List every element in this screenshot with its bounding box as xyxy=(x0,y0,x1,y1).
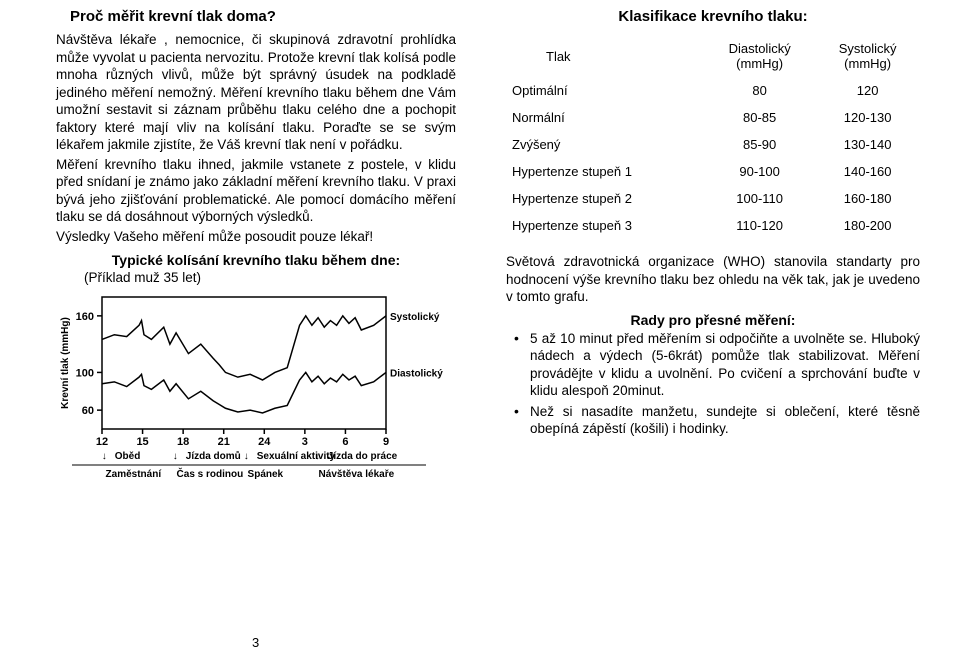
tip-item: Než si nasadíte manžetu, sundejte si obl… xyxy=(530,403,920,438)
svg-text:18: 18 xyxy=(177,436,189,448)
svg-text:60: 60 xyxy=(82,405,94,417)
systolic-cell: 120 xyxy=(815,77,920,104)
svg-text:Oběd: Oběd xyxy=(115,451,141,462)
svg-text:3: 3 xyxy=(302,436,308,448)
category-cell: Zvýšený xyxy=(506,131,704,158)
diastolic-cell: 110-120 xyxy=(704,212,815,239)
category-cell: Optimální xyxy=(506,77,704,104)
left-para-2: Měření krevního tlaku ihned, jakmile vst… xyxy=(56,156,456,226)
svg-text:9: 9 xyxy=(383,436,389,448)
svg-text:Sexuální aktivity: Sexuální aktivity xyxy=(257,451,336,462)
svg-text:21: 21 xyxy=(218,436,230,448)
table-row: Hypertenze stupeň 3110-120180-200 xyxy=(506,212,920,239)
svg-text:Diastolický: Diastolický xyxy=(390,368,443,379)
category-cell: Normální xyxy=(506,104,704,131)
svg-text:15: 15 xyxy=(136,436,148,448)
svg-text:↓: ↓ xyxy=(102,451,107,462)
table-row: Zvýšený85-90130-140 xyxy=(506,131,920,158)
col-header-tlak: Tlak xyxy=(506,35,704,77)
svg-text:Zaměstnání: Zaměstnání xyxy=(106,469,163,480)
diastolic-cell: 100-110 xyxy=(704,185,815,212)
diastolic-cell: 80-85 xyxy=(704,104,815,131)
table-row: Hypertenze stupeň 2100-110160-180 xyxy=(506,185,920,212)
systolic-cell: 160-180 xyxy=(815,185,920,212)
tips-list: 5 až 10 minut před měřením si odpočiňte … xyxy=(506,330,920,438)
left-column: Proč měřit krevní tlak doma? Návštěva lé… xyxy=(56,8,456,481)
diastolic-cell: 90-100 xyxy=(704,158,815,185)
svg-text:Jízda do práce: Jízda do práce xyxy=(328,451,398,462)
svg-text:Čas s rodinou: Čas s rodinou xyxy=(177,467,244,480)
tip-item: 5 až 10 minut před měřením si odpočiňte … xyxy=(530,330,920,400)
left-para-1: Návštěva lékaře , nemocnice, či skupinov… xyxy=(56,31,456,154)
svg-text:↓: ↓ xyxy=(173,451,178,462)
svg-text:12: 12 xyxy=(96,436,108,448)
who-paragraph: Světová zdravotnická organizace (WHO) st… xyxy=(506,253,920,306)
svg-text:6: 6 xyxy=(342,436,348,448)
svg-text:↓: ↓ xyxy=(315,451,320,462)
svg-text:↓: ↓ xyxy=(244,451,249,462)
chart-title: Typické kolísání krevního tlaku během dn… xyxy=(56,252,456,268)
right-column: Klasifikace krevního tlaku: Tlak Diastol… xyxy=(506,8,920,481)
diastolic-cell: 80 xyxy=(704,77,815,104)
col-header-systolic: Systolický(mmHg) xyxy=(815,35,920,77)
svg-text:100: 100 xyxy=(76,367,94,379)
table-row: Optimální80120 xyxy=(506,77,920,104)
svg-text:160: 160 xyxy=(76,310,94,322)
svg-text:Krevní tlak (mmHg): Krevní tlak (mmHg) xyxy=(60,317,71,409)
col-header-diastolic: Diastolický(mmHg) xyxy=(704,35,815,77)
svg-text:Spánek: Spánek xyxy=(248,469,284,480)
category-cell: Hypertenze stupeň 2 xyxy=(506,185,704,212)
systolic-cell: 140-160 xyxy=(815,158,920,185)
page-number: 3 xyxy=(252,635,259,650)
table-row: Normální80-85120-130 xyxy=(506,104,920,131)
classification-title: Klasifikace krevního tlaku: xyxy=(506,8,920,25)
chart-subtitle: (Příklad muž 35 let) xyxy=(56,270,456,285)
systolic-cell: 130-140 xyxy=(815,131,920,158)
table-header-row: Tlak Diastolický(mmHg) Systolický(mmHg) xyxy=(506,35,920,77)
table-row: Hypertenze stupeň 190-100140-160 xyxy=(506,158,920,185)
svg-text:24: 24 xyxy=(258,436,271,448)
svg-text:Jízda domů: Jízda domů xyxy=(186,450,241,462)
svg-text:Systolický: Systolický xyxy=(390,311,440,322)
systolic-cell: 180-200 xyxy=(815,212,920,239)
bp-chart: 60 100 160 Krevní tlak (mmHg) 12 15 18 21 24 3 6 9 O… xyxy=(56,291,456,481)
left-title: Proč měřit krevní tlak doma? xyxy=(56,8,456,25)
diastolic-cell: 85-90 xyxy=(704,131,815,158)
tips-title: Rady pro přesné měření: xyxy=(506,312,920,328)
category-cell: Hypertenze stupeň 1 xyxy=(506,158,704,185)
svg-text:Návštěva lékaře: Návštěva lékaře xyxy=(319,469,395,480)
category-cell: Hypertenze stupeň 3 xyxy=(506,212,704,239)
classification-table: Tlak Diastolický(mmHg) Systolický(mmHg) … xyxy=(506,35,920,239)
left-para-3: Výsledky Vašeho měření může posoudit pou… xyxy=(56,228,456,246)
systolic-cell: 120-130 xyxy=(815,104,920,131)
